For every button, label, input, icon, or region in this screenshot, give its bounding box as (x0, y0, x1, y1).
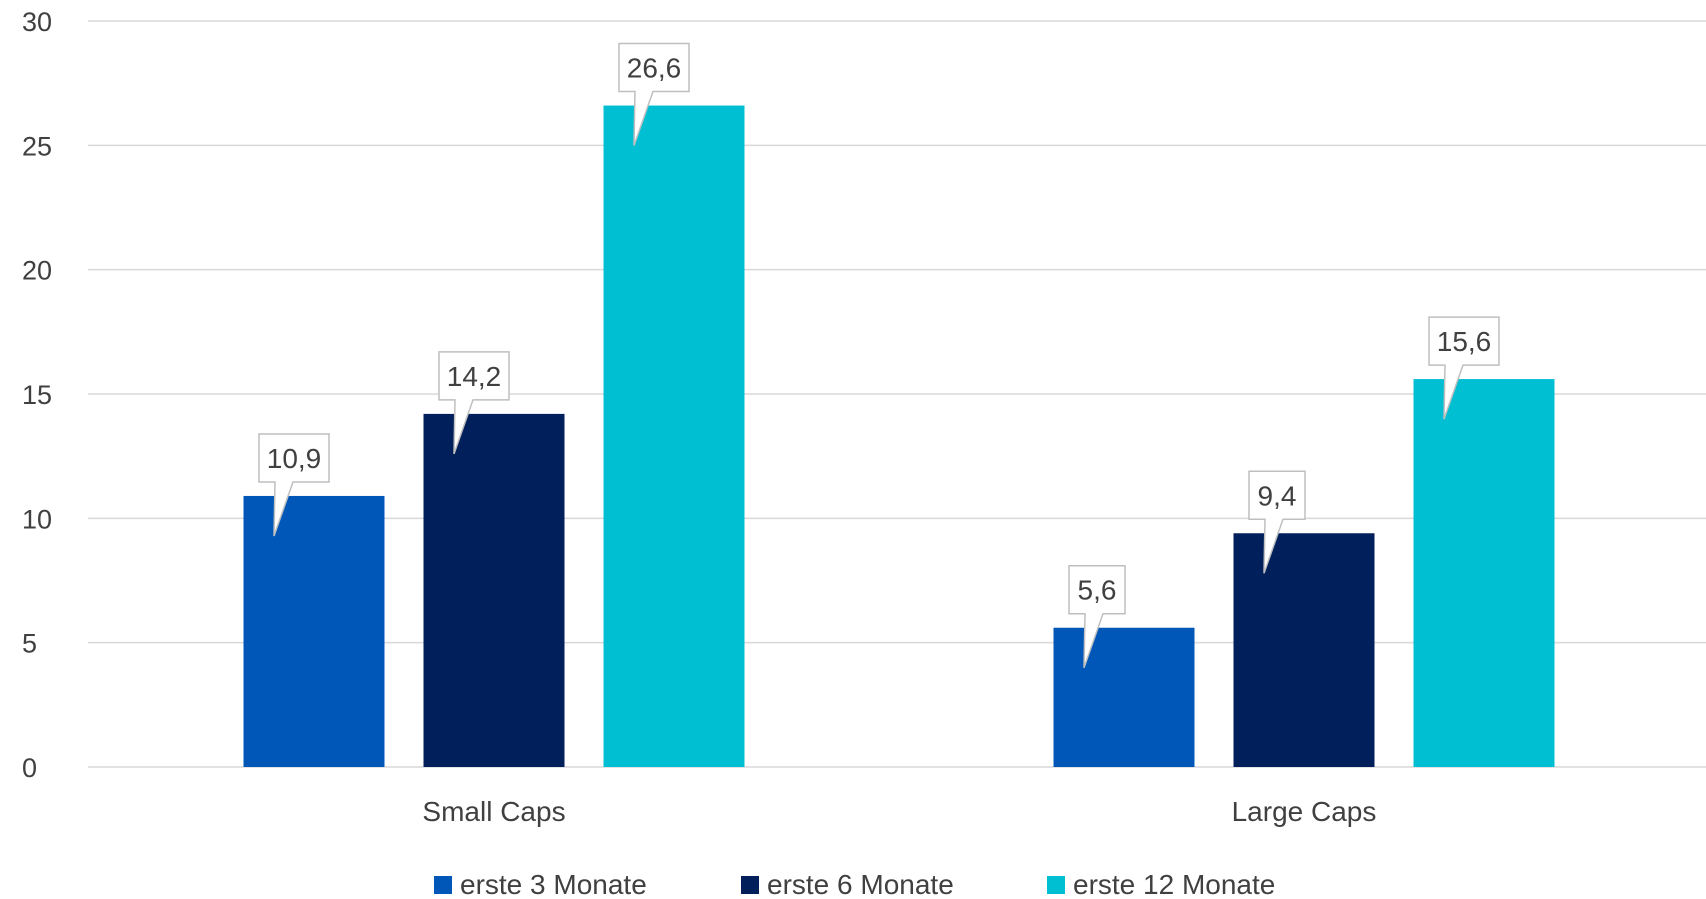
legend-label: erste 6 Monate (767, 869, 954, 899)
x-category-label: Small Caps (422, 796, 565, 827)
data-label-callout (1068, 564, 1126, 668)
legend-label: erste 3 Monate (460, 869, 647, 899)
bar-large-caps-series-3 (1413, 379, 1555, 767)
bar-large-caps-series-1 (1053, 627, 1195, 767)
data-label: 10,9 (267, 443, 322, 474)
legend-swatch (1047, 876, 1065, 894)
legend-swatch (741, 876, 759, 894)
data-label: 5,6 (1078, 575, 1117, 606)
y-tick-label: 15 (22, 380, 52, 410)
data-label: 9,4 (1258, 480, 1297, 511)
legend: erste 3 Monate erste 6 Monate erste 12 Mon… (434, 869, 1275, 899)
data-label-callout (618, 42, 690, 146)
y-tick-label: 10 (22, 504, 52, 534)
x-axis-categories: Small Caps Large Caps (422, 796, 1376, 827)
bar-small-caps-series-2 (423, 413, 565, 767)
bar-small-caps-series-1 (243, 495, 385, 767)
bar-small-caps-series-3 (603, 105, 745, 767)
y-tick-label: 25 (22, 131, 52, 161)
y-tick-label: 30 (22, 7, 52, 37)
y-tick-label: 5 (22, 629, 37, 659)
legend-label: erste 12 Monate (1073, 869, 1275, 899)
data-label-callout (1428, 316, 1500, 420)
data-label-callout (1248, 470, 1306, 574)
data-label-callout (258, 433, 330, 537)
data-label: 14,2 (447, 361, 502, 392)
y-axis-ticks: 0 5 10 15 20 25 30 (22, 7, 52, 783)
data-label: 15,6 (1437, 326, 1492, 357)
y-tick-label: 0 (22, 753, 37, 783)
data-label: 26,6 (627, 53, 682, 84)
data-label-callout (438, 351, 510, 455)
legend-swatch (434, 876, 452, 894)
x-category-label: Large Caps (1232, 796, 1377, 827)
bars (243, 105, 1555, 767)
data-labels: 10,9 14,2 26,6 5,6 9,4 15,6 (258, 42, 1500, 668)
y-tick-label: 20 (22, 256, 52, 286)
bar-large-caps-series-2 (1233, 533, 1375, 767)
